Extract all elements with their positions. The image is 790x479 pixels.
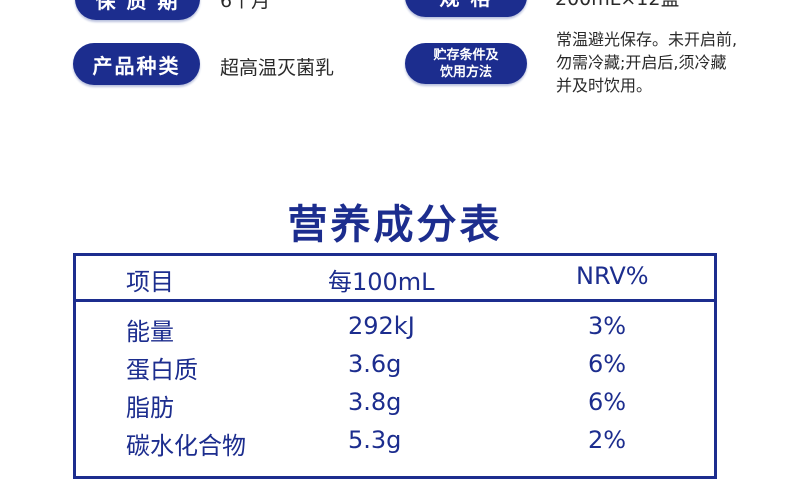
nutrition-title: 营养成分表 (287, 202, 503, 248)
label-text: 保 质 期 (95, 0, 180, 13)
label-line: 贮存条件及 (433, 47, 499, 63)
cell-value: 3.8g (348, 388, 402, 416)
label-text: 产品种类 (92, 53, 181, 78)
header-per-100ml: 每100mL (328, 268, 435, 296)
product-type-label: 产品种类 (73, 43, 200, 85)
cell-item: 碳水化合物 (126, 432, 246, 460)
storage-line: 常温避光保存。未开启前, (556, 30, 738, 49)
nutrition-table: 项目 每100mL NRV% 能量 292kJ 3% 蛋白质 3.6g 6% 脂… (73, 253, 717, 479)
storage-line: 勿需冷藏;开启后,须冷藏 (556, 53, 727, 72)
storage-line: 并及时饮用。 (556, 76, 653, 95)
shelf-life-value: 6个月 (220, 0, 271, 12)
cell-nrv: 2% (588, 426, 627, 454)
cell-nrv: 6% (588, 388, 627, 416)
spec-value: 200mL×12盒 (555, 0, 679, 11)
cell-value: 5.3g (348, 426, 402, 454)
spec-label: 规 格 (405, 0, 527, 17)
label-line: 饮用方法 (439, 64, 492, 80)
storage-label: 贮存条件及 饮用方法 (405, 43, 527, 84)
cell-value: 292kJ (348, 312, 415, 340)
table-header: 项目 每100mL NRV% (76, 256, 714, 302)
header-item: 项目 (126, 268, 174, 296)
storage-value: 常温避光保存。未开启前, 勿需冷藏;开启后,须冷藏 并及时饮用。 (556, 28, 737, 97)
cell-item: 蛋白质 (126, 356, 198, 384)
product-type-value: 超高温灭菌乳 (220, 57, 335, 79)
cell-nrv: 3% (588, 312, 627, 340)
label-text: 规 格 (440, 0, 493, 11)
shelf-life-label: 保 质 期 (75, 0, 200, 20)
cell-item: 脂肪 (126, 394, 174, 422)
header-nrv: NRV% (576, 262, 649, 290)
cell-nrv: 6% (588, 350, 627, 378)
cell-item: 能量 (126, 318, 174, 346)
cell-value: 3.6g (348, 350, 402, 378)
